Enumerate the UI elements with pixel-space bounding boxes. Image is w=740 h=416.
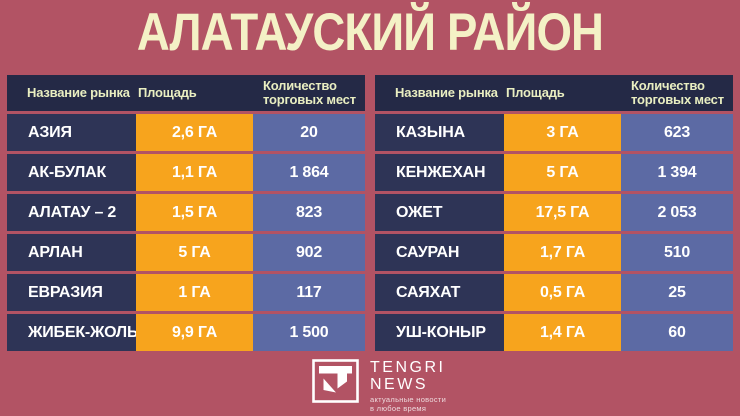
table-row: АК-БУЛАК 1,1 ГА 1 864 bbox=[7, 154, 365, 191]
col-header-area: Площадь bbox=[506, 85, 565, 100]
tengrinews-logo: TENGRI NEWS актуальные новости в любое в… bbox=[312, 359, 446, 413]
trade-places-cell: 20 bbox=[253, 114, 365, 151]
area-cell: 1,4 ГА bbox=[504, 314, 621, 351]
area-cell: 2,6 ГА bbox=[136, 114, 253, 151]
table-row: ЕВРАЗИЯ 1 ГА 117 bbox=[7, 274, 365, 311]
table-header-row: Название рынка Площадь Количество торгов… bbox=[375, 75, 733, 111]
logo-name-line1: TENGRI bbox=[370, 359, 446, 376]
trade-places-cell: 117 bbox=[253, 274, 365, 311]
col-header-market-name: Название рынка bbox=[395, 85, 498, 100]
trade-places-cell: 1 864 bbox=[253, 154, 365, 191]
market-name-cell: КАЗЫНА bbox=[375, 114, 504, 151]
area-cell: 1,7 ГА bbox=[504, 234, 621, 271]
area-cell: 9,9 ГА bbox=[136, 314, 253, 351]
area-cell: 17,5 ГА bbox=[504, 194, 621, 231]
area-cell: 1,5 ГА bbox=[136, 194, 253, 231]
market-name-cell: САЯХАТ bbox=[375, 274, 504, 311]
area-cell: 5 ГА bbox=[504, 154, 621, 191]
table-header-row: Название рынка Площадь Количество торгов… bbox=[7, 75, 365, 111]
area-cell: 3 ГА bbox=[504, 114, 621, 151]
trade-places-cell: 823 bbox=[253, 194, 365, 231]
logo-tagline-line1: актуальные новости bbox=[370, 395, 447, 404]
tengrinews-logo-text: TENGRI NEWS актуальные новости в любое в… bbox=[370, 359, 446, 413]
tengri-t-flag-icon bbox=[312, 359, 359, 403]
table-row: АЛАТАУ – 2 1,5 ГА 823 bbox=[7, 194, 365, 231]
area-cell: 0,5 ГА bbox=[504, 274, 621, 311]
col-header-trade-places: Количество торговых мест bbox=[631, 78, 724, 107]
table-row: АРЛАН 5 ГА 902 bbox=[7, 234, 365, 271]
logo-tagline-line2: в любое время bbox=[370, 403, 427, 413]
trade-places-cell: 1 394 bbox=[621, 154, 733, 191]
table-row: КЕНЖЕХАН 5 ГА 1 394 bbox=[375, 154, 733, 191]
table-row: САЯХАТ 0,5 ГА 25 bbox=[375, 274, 733, 311]
market-name-cell: ЖИБЕК-ЖОЛЫ bbox=[7, 314, 143, 351]
page-title: АЛАТАУСКИЙ РАЙОН bbox=[136, 3, 604, 62]
table-row: САУРАН 1,7 ГА 510 bbox=[375, 234, 733, 271]
col-header-market-name: Название рынка bbox=[27, 85, 130, 100]
market-name-cell: ОЖЕТ bbox=[375, 194, 504, 231]
market-name-cell: САУРАН bbox=[375, 234, 504, 271]
market-name-cell: УШ-КОНЫР bbox=[375, 314, 504, 351]
trade-places-cell: 25 bbox=[621, 274, 733, 311]
area-cell: 1,1 ГА bbox=[136, 154, 253, 191]
table-row: УШ-КОНЫР 1,4 ГА 60 bbox=[375, 314, 733, 351]
col-header-trade-places: Количество торговых мест bbox=[263, 78, 356, 107]
table-row: КАЗЫНА 3 ГА 623 bbox=[375, 114, 733, 151]
trade-places-cell: 1 500 bbox=[253, 314, 365, 351]
table-row: АЗИЯ 2,6 ГА 20 bbox=[7, 114, 365, 151]
trade-places-cell: 623 bbox=[621, 114, 733, 151]
table-row: ЖИБЕК-ЖОЛЫ 9,9 ГА 1 500 bbox=[7, 314, 365, 351]
market-name-cell: АК-БУЛАК bbox=[7, 154, 136, 191]
trade-places-cell: 510 bbox=[621, 234, 733, 271]
tables-container: Название рынка Площадь Количество торгов… bbox=[7, 75, 733, 351]
market-table-right: Название рынка Площадь Количество торгов… bbox=[375, 75, 733, 351]
market-name-cell: АЗИЯ bbox=[7, 114, 136, 151]
market-table-left: Название рынка Площадь Количество торгов… bbox=[7, 75, 365, 351]
market-name-cell: АЛАТАУ – 2 bbox=[7, 194, 136, 231]
market-name-cell: АРЛАН bbox=[7, 234, 136, 271]
area-cell: 5 ГА bbox=[136, 234, 253, 271]
logo-name-line2: NEWS bbox=[370, 375, 428, 393]
table-row: ОЖЕТ 17,5 ГА 2 053 bbox=[375, 194, 733, 231]
col-header-area: Площадь bbox=[138, 85, 197, 100]
trade-places-cell: 2 053 bbox=[621, 194, 733, 231]
market-name-cell: ЕВРАЗИЯ bbox=[7, 274, 136, 311]
trade-places-cell: 60 bbox=[621, 314, 733, 351]
trade-places-cell: 902 bbox=[253, 234, 365, 271]
market-name-cell: КЕНЖЕХАН bbox=[375, 154, 504, 191]
area-cell: 1 ГА bbox=[136, 274, 253, 311]
